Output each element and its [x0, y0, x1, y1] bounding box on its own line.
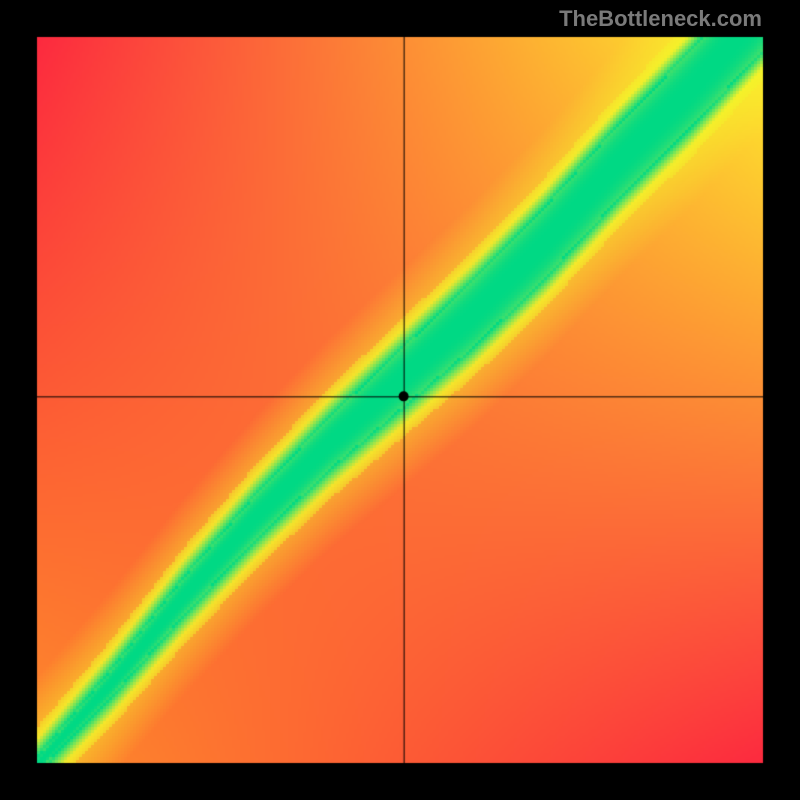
watermark-text: TheBottleneck.com: [559, 6, 762, 32]
bottleneck-heatmap: [0, 0, 800, 800]
